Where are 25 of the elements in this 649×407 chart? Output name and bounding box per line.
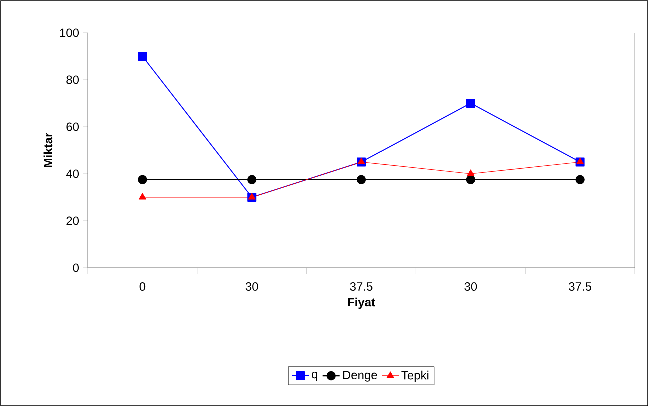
point xyxy=(138,193,146,200)
point xyxy=(138,52,148,61)
y-tick-label: 0 xyxy=(73,264,80,272)
y-axis-title: Miktar xyxy=(44,133,53,168)
point xyxy=(466,98,476,108)
point xyxy=(576,175,585,184)
point xyxy=(466,175,476,184)
x-tick-label: 30 xyxy=(464,282,478,292)
x-tick-label: 37.5 xyxy=(350,282,373,292)
legend-label: Denge xyxy=(343,371,378,382)
point xyxy=(248,175,257,184)
legend-label: q xyxy=(312,372,318,381)
x-axis-title: Fiyat xyxy=(348,298,376,310)
point xyxy=(138,175,148,184)
legend-label: Tepki xyxy=(402,370,429,382)
x-tick-label: 0 xyxy=(140,282,146,292)
y-tick-label: 60 xyxy=(66,122,80,132)
x-tick-label: 30 xyxy=(246,282,258,292)
y-tick-label: 20 xyxy=(66,216,80,226)
y-tick-label: 40 xyxy=(66,170,80,178)
x-tick-label: 37.5 xyxy=(569,282,592,292)
point xyxy=(356,175,366,184)
point xyxy=(467,170,475,176)
y-tick-label: 80 xyxy=(66,76,80,84)
y-tick-label: 100 xyxy=(60,28,80,38)
